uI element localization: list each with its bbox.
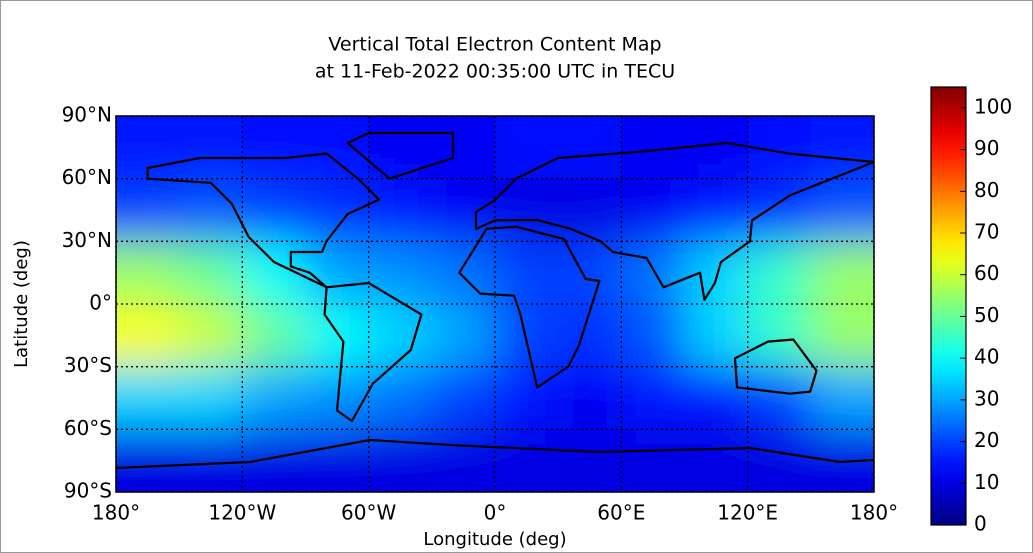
heat-cell (305, 429, 370, 492)
x-tick-label: 60°E (597, 501, 645, 525)
heat-cell (558, 429, 623, 492)
heat-cell (621, 304, 686, 368)
heat-cell (431, 178, 496, 243)
heat-cell (621, 178, 686, 243)
y-tick-label: 60°S (64, 416, 112, 440)
x-tick-label: 180° (92, 501, 140, 525)
heat-cell (810, 241, 874, 305)
heat-cell (810, 116, 874, 180)
heat-cell (179, 366, 244, 431)
x-tick-label: 0° (484, 501, 507, 525)
heat-cell (179, 178, 244, 243)
heat-cell (495, 304, 560, 368)
heat-cell (684, 429, 749, 492)
heat-cell (558, 116, 623, 180)
y-tick-label: 90°S (64, 479, 112, 503)
heat-cell (305, 116, 370, 180)
colorbar-tick-label: 100 (974, 94, 1012, 118)
heat-cell (747, 429, 812, 492)
x-axis-label: Longitude (deg) (423, 529, 566, 550)
heat-cell (558, 366, 623, 431)
y-tick-label: 0° (89, 291, 112, 315)
heat-cell (116, 241, 181, 305)
heat-cell (621, 366, 686, 431)
heat-cell (368, 241, 433, 305)
colorbar-tick-label: 30 (974, 386, 999, 410)
x-tick-label: 180° (850, 501, 898, 525)
plot-frame (115, 115, 875, 493)
heat-cell (747, 241, 812, 305)
heat-cell (810, 366, 874, 431)
colorbar-tick-label: 80 (974, 178, 999, 202)
heat-cell (558, 304, 623, 368)
heat-cell (431, 429, 496, 492)
heat-cell (179, 116, 244, 180)
heat-cell (558, 178, 623, 243)
heat-cell (431, 304, 496, 368)
heat-cell (116, 429, 181, 492)
heat-cell (179, 304, 244, 368)
heat-cell (116, 304, 181, 368)
colorbar-tick-label: 50 (974, 303, 999, 327)
heat-cell (431, 366, 496, 431)
coastlines (116, 131, 874, 470)
colorbar-tick-label: 60 (974, 261, 999, 285)
heat-cell (305, 241, 370, 305)
heat-cell (242, 304, 307, 368)
heat-cell (431, 241, 496, 305)
colorbar-tick-label: 90 (974, 136, 999, 160)
heat-cell (684, 178, 749, 243)
heat-cell (368, 366, 433, 431)
colorbar: 0 10 20 30 40 50 60 70 80 90 100 (930, 86, 1012, 536)
heat-cell (305, 304, 370, 368)
x-tick-label: 120°E (717, 501, 778, 525)
heat-cell (368, 178, 433, 243)
heat-cell (179, 429, 244, 492)
heat-cell (179, 241, 244, 305)
colorbar-tick-label: 70 (974, 220, 999, 244)
y-axis-label: Latitude (deg) (11, 240, 32, 368)
y-tick-label: 90°N (62, 103, 112, 127)
colorbar-scale (930, 86, 967, 526)
heat-cell (242, 366, 307, 431)
heat-cell (621, 241, 686, 305)
y-tick-label: 30°S (64, 353, 112, 377)
heat-cell (305, 178, 370, 243)
heat-cell (495, 366, 560, 431)
heat-cell (747, 178, 812, 243)
heat-cell (684, 304, 749, 368)
colorbar-tick-label: 20 (974, 428, 999, 452)
x-tick-label: 60°W (341, 501, 396, 525)
chart-subtitle: at 11-Feb-2022 00:35:00 UTC in TECU (315, 61, 675, 83)
heat-cell (242, 178, 307, 243)
colorbar-tick-label: 0 (974, 512, 987, 536)
heat-cell (495, 429, 560, 492)
heat-cell (431, 116, 496, 180)
y-tick-label: 30°N (62, 228, 112, 252)
colorbar-tick-label: 10 (974, 470, 999, 494)
heat-cell (495, 116, 560, 180)
heat-cell (116, 178, 181, 243)
heat-cell (242, 116, 307, 180)
heat-cell (621, 429, 686, 492)
heat-cell (747, 304, 812, 368)
chart-title: Vertical Total Electron Content Map (328, 34, 661, 56)
x-tick-label: 120°W (208, 501, 276, 525)
heat-cell (747, 366, 812, 431)
y-tick-label: 60°N (62, 165, 112, 189)
heat-cell (684, 366, 749, 431)
heat-cell (684, 116, 749, 180)
colorbar-tick-label: 40 (974, 345, 999, 369)
heat-cell (810, 178, 874, 243)
heat-cell (810, 304, 874, 368)
heat-cell (495, 178, 560, 243)
heat-cell (684, 241, 749, 305)
heat-cell (116, 366, 181, 431)
